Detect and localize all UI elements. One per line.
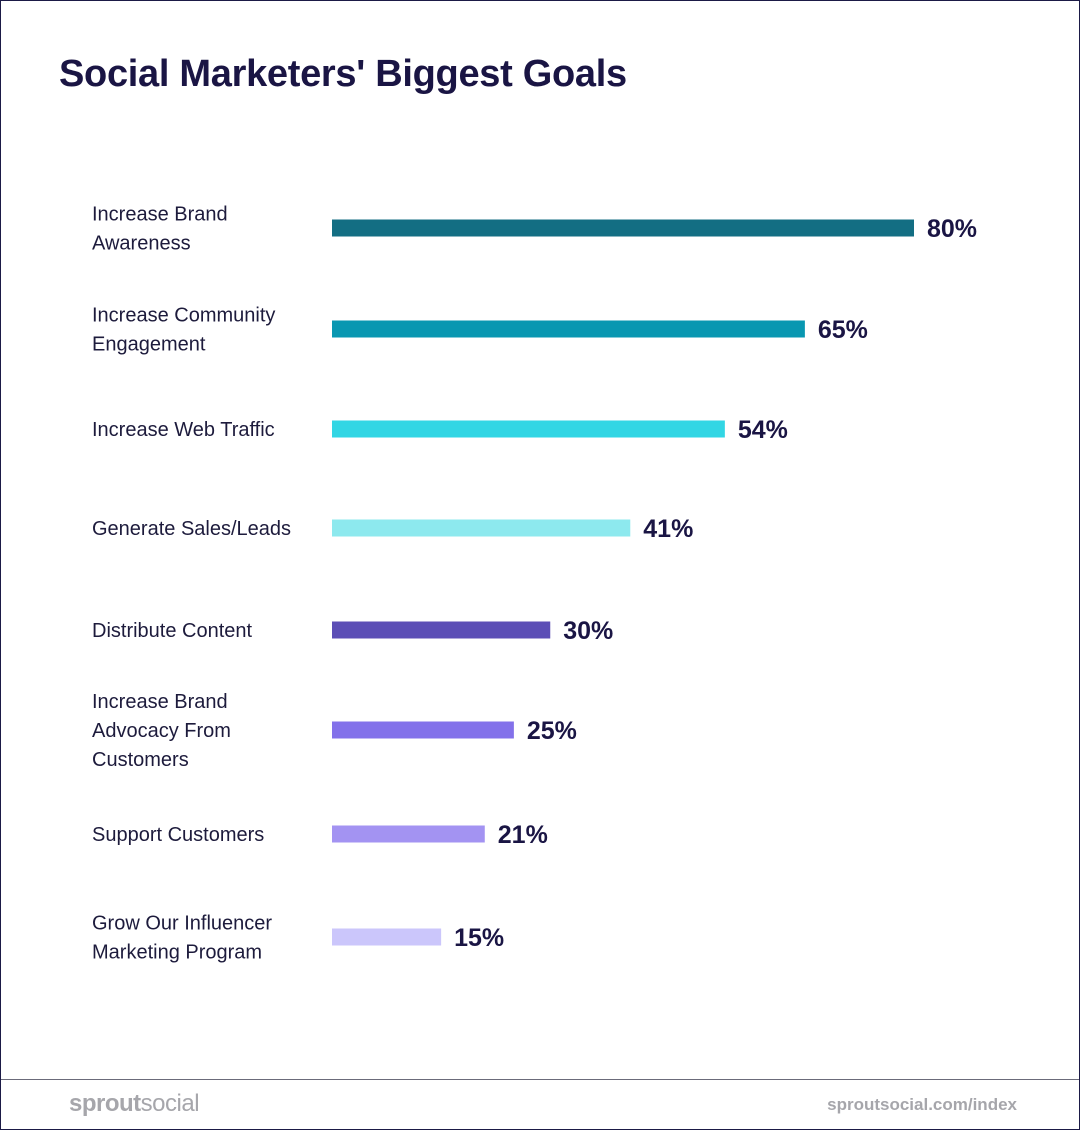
bar-8 (332, 928, 442, 946)
category-label-line: Generate Sales/Leads (92, 518, 291, 540)
category-label-2: Increase Community Engagement (92, 305, 275, 356)
bar-4 (332, 519, 631, 537)
category-label-5: Distribute Content (92, 620, 253, 642)
category-label-3: Increase Web Traffic (92, 419, 275, 441)
logo-word-sprout: sprout (69, 1090, 141, 1117)
category-label-line: Marketing Program (92, 942, 262, 964)
logo-word-social: social (140, 1090, 200, 1117)
category-label-line: Advocacy From (92, 720, 231, 742)
bar-5 (332, 621, 551, 639)
bar-7 (332, 825, 485, 843)
value-label-1: 80% (927, 215, 977, 243)
sprout-social-logo: sproutsocial (69, 1090, 200, 1118)
bar-2 (332, 320, 805, 338)
value-label-5: 30% (563, 617, 613, 645)
category-label-line: Grow Our Influencer (92, 913, 272, 935)
category-label-line: Awareness (92, 233, 191, 255)
category-label-line: Customers (92, 749, 189, 771)
category-label-line: Increase Brand (92, 691, 228, 713)
category-label-line: Increase Web Traffic (92, 419, 275, 441)
value-label-4: 41% (643, 515, 693, 543)
chart-title: Social Marketers' Biggest Goals (59, 53, 627, 95)
bar-6 (332, 721, 514, 739)
value-label-6: 25% (527, 717, 577, 745)
bar-3 (332, 420, 725, 438)
bar-chart: 80% Increase Brand Awareness 65% Increase Co… (92, 204, 977, 964)
footer-divider (1, 1079, 1079, 1080)
category-label-8: Grow Our Influencer Marketing Program (92, 913, 272, 964)
category-label-4: Generate Sales/Leads (92, 518, 291, 540)
source-url: sproutsocial.com/index (827, 1095, 1017, 1114)
bar-1 (332, 219, 914, 237)
category-label-line: Increase Community (92, 305, 275, 327)
value-label-2: 65% (818, 316, 868, 344)
value-label-7: 21% (498, 821, 548, 849)
category-label-line: Increase Brand (92, 204, 228, 226)
value-label-8: 15% (454, 924, 504, 952)
category-label-1: Increase Brand Awareness (92, 204, 228, 255)
category-label-6: Increase Brand Advocacy From Customers (92, 691, 231, 771)
value-label-3: 54% (738, 416, 788, 444)
category-label-line: Distribute Content (92, 620, 253, 642)
category-label-line: Support Customers (92, 824, 264, 846)
category-label-line: Engagement (92, 334, 206, 356)
category-label-7: Support Customers (92, 824, 264, 846)
